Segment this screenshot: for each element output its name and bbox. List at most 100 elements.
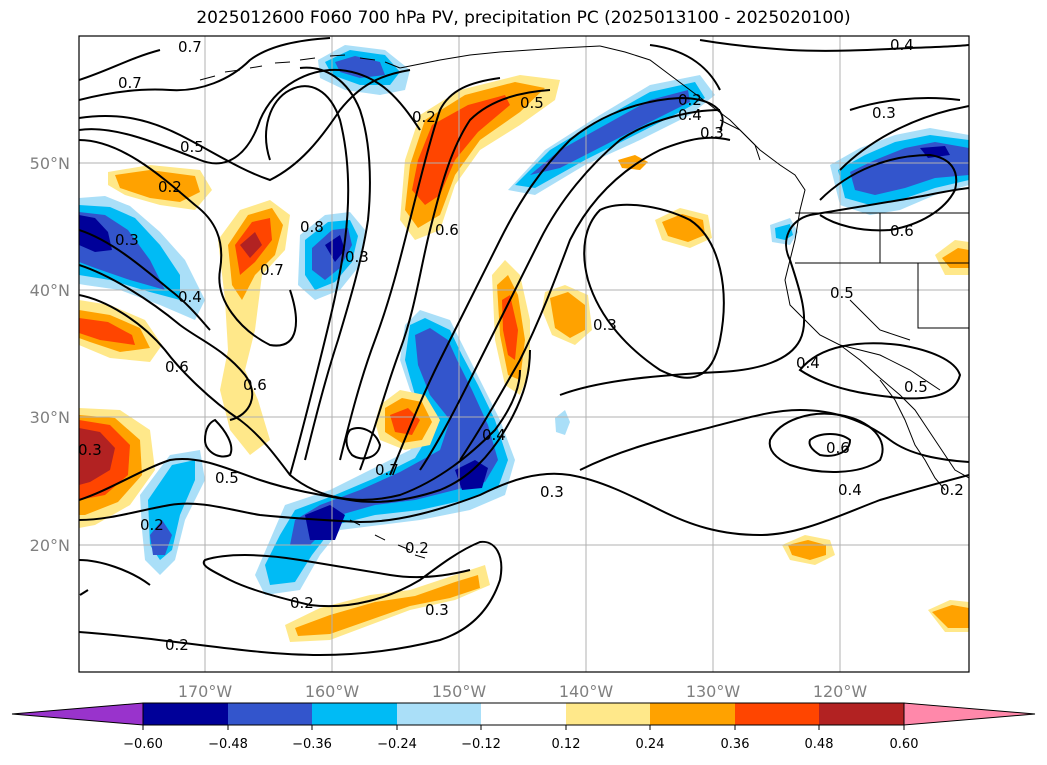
pv-contour (849, 97, 961, 111)
contour-label: 0.6 (890, 222, 914, 240)
pv-contour (839, 105, 969, 171)
contour-label: 0.3 (425, 601, 449, 619)
contour-label: 0.2 (940, 481, 964, 499)
contour-label: 0.4 (178, 288, 202, 306)
pv-contour (79, 139, 297, 347)
neg-precip-area (79, 215, 112, 252)
neg-precip-area (455, 460, 488, 490)
neg-precip-area (305, 505, 345, 540)
pv-contour (79, 540, 503, 657)
colorbar-tick-label: 0.36 (721, 737, 750, 752)
colorbar-frame (142, 702, 905, 726)
pv-contour (79, 264, 254, 421)
colorbar-swatch (481, 703, 566, 725)
pv-contour (798, 342, 962, 400)
colorbar-tick-label: 0.60 (890, 737, 919, 752)
contour-label: 0.5 (215, 469, 239, 487)
lon-label: 140°W (559, 682, 614, 701)
pv-contour (79, 229, 211, 331)
pv-contour (79, 589, 89, 596)
pv-contour (79, 349, 531, 503)
colorbar-tick-label: −0.60 (123, 737, 163, 752)
contour-label: 0.2 (165, 636, 189, 654)
latitude-labels: 50°N 40°N 30°N 20°N (30, 154, 70, 555)
lat-label: 50°N (30, 154, 70, 173)
colorbar-tick-label: −0.24 (377, 737, 417, 752)
pv-contour (203, 418, 233, 458)
state-border (795, 213, 969, 341)
contour-label: 0.2 (678, 91, 702, 109)
colorbar-swatch (735, 703, 819, 725)
pv-contour (79, 69, 411, 182)
lat-label: 40°N (30, 281, 70, 300)
contour-label: 0.5 (180, 138, 204, 156)
neg-precip-area (150, 520, 172, 555)
colorbar-tick-label: 0.24 (636, 737, 665, 752)
contour-label: 0.3 (872, 104, 896, 122)
precipitation-fill-layer (79, 45, 969, 642)
contour-label: 0.2 (412, 108, 436, 126)
pv-contour (579, 408, 969, 471)
pv-contour (768, 412, 884, 473)
aleutian-islands (199, 54, 401, 81)
contour-label: 0.5 (904, 378, 928, 396)
pv-contour (359, 89, 551, 471)
map-frame (78, 35, 970, 673)
contour-label: 0.3 (78, 441, 102, 459)
contour-label: 0.5 (520, 94, 544, 112)
pos-precip-area (550, 292, 585, 338)
neg-precip-area (290, 328, 498, 545)
neg-precip-area (325, 235, 345, 262)
contour-label: 0.7 (178, 38, 202, 56)
pv-contour (79, 49, 161, 81)
lat-label: 30°N (30, 408, 70, 427)
pv-contour (419, 109, 721, 471)
alaska-peninsula (399, 45, 601, 69)
colorbar-extend-max (903, 702, 1036, 726)
colorbar-swatch (312, 703, 397, 725)
pv-contour (339, 77, 501, 461)
contour-label: 0.3 (593, 316, 617, 334)
coastline-baja (879, 379, 946, 491)
colorbar-swatch (228, 703, 312, 725)
vancouver-island (719, 119, 761, 161)
lat-label: 20°N (30, 536, 70, 555)
contour-label: 0.3 (345, 248, 369, 266)
colorbar-tick-label: −0.12 (461, 737, 501, 752)
colorbar-swatch (650, 703, 735, 725)
colorbar-ticks (142, 725, 905, 730)
pv-contour (345, 427, 382, 460)
pv-contour (649, 44, 721, 91)
colorbar-tick-label: 0.48 (805, 737, 834, 752)
contour-label: 0.3 (700, 124, 724, 142)
longitude-labels: 170°W 160°W 150°W 140°W 130°W 120°W (178, 682, 868, 701)
pos-precip-area (240, 232, 262, 258)
lon-label: 130°W (686, 682, 741, 701)
colorbar-swatch (819, 703, 904, 725)
pos-precip-area (932, 605, 969, 628)
pv-contour (299, 66, 371, 461)
pv-contour (79, 37, 331, 101)
contour-label: 0.2 (290, 594, 314, 612)
pos-precip-area (79, 318, 135, 345)
colorbar: −0.60 −0.48 −0.36 −0.24 −0.12 0.12 0.24 … (11, 702, 1036, 752)
pv-contour (559, 187, 969, 396)
contour-label: 0.3 (115, 231, 139, 249)
contour-label: 0.4 (890, 36, 914, 54)
pv-contour (389, 96, 724, 476)
contour-label: 0.6 (165, 358, 189, 376)
pos-precip-area (79, 428, 115, 485)
pos-precip-area (502, 295, 518, 360)
lon-label: 170°W (178, 682, 233, 701)
contour-label: 0.4 (838, 481, 862, 499)
neg-precip-area (555, 410, 570, 435)
pv-contour (79, 68, 421, 165)
neg-precip-area (530, 90, 690, 175)
colorbar-extend-min (11, 702, 144, 726)
contour-label: 0.2 (158, 178, 182, 196)
lon-label: 160°W (305, 682, 360, 701)
pv-contour (265, 85, 350, 476)
contour-label: 0.7 (375, 461, 399, 479)
contour-label: 0.7 (118, 74, 142, 92)
